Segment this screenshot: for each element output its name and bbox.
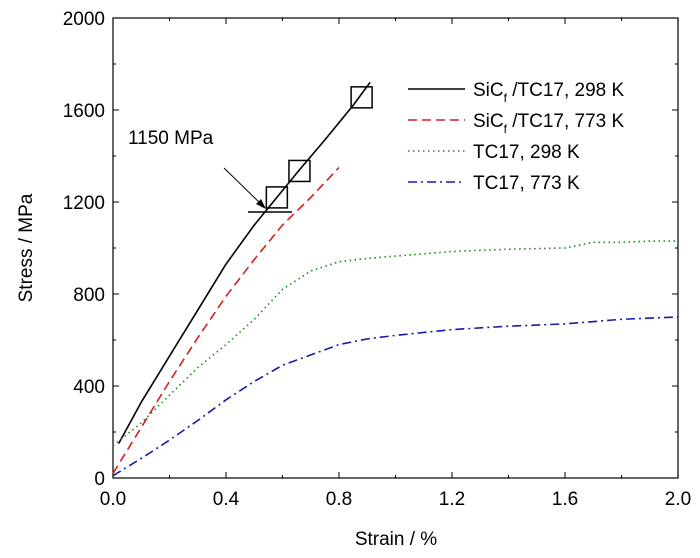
y-axis-title: Stress / MPa: [16, 193, 37, 302]
markers-layer: [265, 86, 373, 209]
annotation-arrow-line: [223, 167, 263, 206]
x-tick-label: 0.8: [326, 489, 352, 510]
legend-label-4: TC17, 773 K: [473, 173, 580, 194]
annotation-label: 1150 MPa: [128, 128, 214, 149]
series-line-4: [112, 316, 679, 477]
series-line-1: [117, 81, 371, 444]
y-tick-label: 1600: [63, 101, 105, 122]
axis-ticks: [112, 17, 679, 479]
annotation-layer: 1150 MPa: [128, 128, 292, 213]
y-tick-label: 0: [94, 469, 105, 490]
annotation-arrowhead: [256, 199, 266, 209]
series-line-2: [112, 166, 340, 474]
square-marker: [288, 159, 311, 183]
legend-label-2: SiCf /TC17, 773 K: [473, 111, 625, 136]
x-tick-label: 0.0: [100, 489, 126, 510]
y-tick-label: 2000: [63, 9, 105, 30]
y-tick-label: 1200: [63, 193, 105, 214]
square-marker: [265, 186, 289, 209]
axis-tick-labels: 0.0 0.4 0.8 1.2 1.6 2.0 0 400 800 1200 1600 2000: [63, 9, 691, 510]
y-tick-label: 800: [73, 285, 105, 306]
x-axis-title: Strain / %: [355, 529, 437, 550]
series-layer: [112, 81, 679, 477]
legend-label-1: SiCf /TC17, 298 K: [473, 80, 625, 105]
x-tick-label: 1.2: [439, 489, 465, 510]
square-marker: [350, 86, 373, 109]
series-line-3: [112, 240, 678, 447]
x-tick-label: 0.4: [213, 489, 240, 510]
legend-label-3: TC17, 298 K: [473, 142, 580, 163]
x-tick-label: 2.0: [665, 489, 691, 510]
legend: SiCf /TC17, 298 K SiCf /TC17, 773 K TC17, …: [408, 80, 625, 194]
y-tick-label: 400: [73, 377, 105, 398]
x-tick-label: 1.6: [552, 489, 578, 510]
